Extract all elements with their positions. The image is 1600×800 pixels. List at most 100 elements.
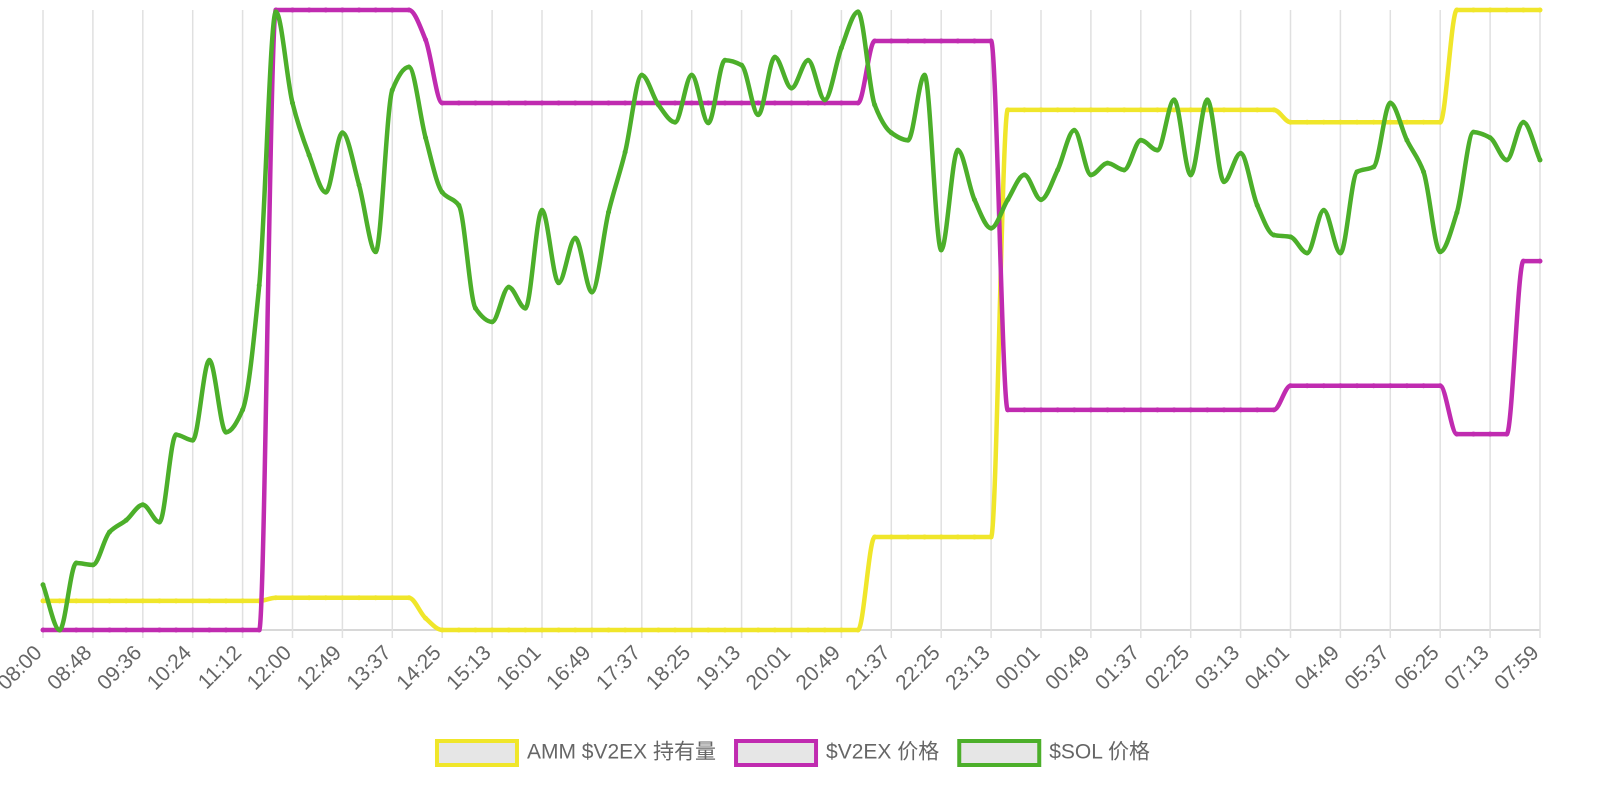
data-point: [223, 598, 229, 604]
data-point: [1404, 137, 1410, 143]
data-point: [1520, 258, 1526, 264]
legend-item[interactable]: $SOL 价格: [957, 739, 1150, 767]
data-point: [290, 7, 295, 13]
data-point: [156, 627, 162, 633]
data-point: [855, 100, 861, 106]
data-point: [655, 102, 661, 108]
data-point: [1537, 258, 1543, 264]
data-point: [472, 627, 478, 633]
data-point: [1188, 107, 1194, 113]
data-point: [1454, 431, 1460, 437]
x-tick-label: 07:59: [1490, 641, 1543, 694]
data-point: [572, 100, 578, 106]
data-point: [705, 627, 711, 633]
data-point: [489, 627, 495, 633]
data-point: [1071, 127, 1077, 133]
data-point: [306, 595, 312, 601]
data-point: [606, 627, 612, 633]
data-point: [739, 62, 745, 68]
x-tick-label: 03:13: [1191, 641, 1244, 694]
data-point: [156, 598, 162, 604]
data-point: [955, 38, 961, 44]
data-point: [922, 534, 928, 540]
data-point: [822, 97, 828, 103]
data-point: [855, 627, 861, 633]
data-point: [805, 57, 811, 63]
data-point: [1238, 407, 1244, 413]
data-point: [190, 598, 196, 604]
x-tick-label: 01:37: [1091, 641, 1144, 694]
data-point: [456, 100, 462, 106]
data-point: [123, 598, 129, 604]
data-point: [672, 100, 678, 106]
data-point: [1254, 202, 1260, 208]
data-point: [1387, 383, 1393, 389]
data-point: [373, 595, 379, 601]
data-point: [406, 595, 412, 601]
x-tick-label: 20:49: [792, 641, 845, 694]
data-point: [1021, 107, 1027, 113]
data-point: [1421, 169, 1427, 175]
data-point: [1154, 107, 1160, 113]
data-point: [240, 407, 246, 413]
data-point: [123, 517, 129, 523]
x-tick-label: 04:49: [1291, 641, 1344, 694]
legend-item[interactable]: AMM $V2EX 持有量: [434, 739, 716, 767]
data-point: [755, 627, 761, 633]
data-point: [755, 100, 761, 106]
data-point: [1055, 167, 1061, 173]
data-point: [1121, 407, 1127, 413]
data-point: [389, 87, 395, 93]
data-point: [1221, 179, 1227, 185]
data-point: [1354, 119, 1360, 125]
data-point: [306, 152, 312, 158]
data-point: [1421, 383, 1427, 389]
data-point: [1387, 119, 1393, 125]
data-point: [472, 100, 478, 106]
data-point: [1105, 407, 1111, 413]
data-point: [1520, 7, 1526, 13]
data-point: [1171, 407, 1177, 413]
x-tick-label: 10:24: [143, 641, 197, 695]
legend-swatch: [734, 739, 819, 767]
data-point: [1055, 107, 1061, 113]
x-tick-label: 04:01: [1241, 641, 1294, 694]
data-point: [240, 627, 246, 633]
data-point: [1304, 383, 1310, 389]
data-point: [1171, 97, 1177, 103]
data-point: [739, 627, 745, 633]
data-point: [1371, 164, 1377, 170]
data-point: [1138, 107, 1144, 113]
data-point: [1005, 407, 1011, 413]
data-point: [655, 627, 661, 633]
data-point: [1421, 119, 1427, 125]
data-point: [1021, 172, 1027, 178]
legend-item[interactable]: $V2EX 价格: [734, 739, 939, 767]
data-point: [423, 615, 429, 621]
data-point: [539, 627, 545, 633]
data-point: [938, 247, 944, 253]
data-point: [356, 7, 362, 13]
data-point: [190, 437, 196, 443]
data-point: [739, 100, 745, 106]
data-point: [522, 627, 528, 633]
data-point: [173, 432, 179, 438]
data-point: [1470, 431, 1476, 437]
x-tick-label: 07:13: [1440, 641, 1493, 694]
data-point: [1038, 407, 1044, 413]
data-point: [556, 280, 562, 286]
data-point: [1404, 119, 1410, 125]
data-point: [1470, 7, 1476, 13]
data-point: [223, 627, 229, 633]
data-point: [822, 627, 828, 633]
data-point: [589, 627, 595, 633]
x-tick-label: 22:25: [891, 641, 944, 694]
data-point: [1254, 107, 1260, 113]
x-tick-label: 15:13: [442, 641, 495, 694]
data-point: [1437, 249, 1443, 255]
data-point: [1371, 119, 1377, 125]
data-point: [705, 120, 711, 126]
data-point: [539, 207, 545, 213]
x-tick-label: 11:12: [194, 641, 246, 693]
data-point: [73, 598, 79, 604]
